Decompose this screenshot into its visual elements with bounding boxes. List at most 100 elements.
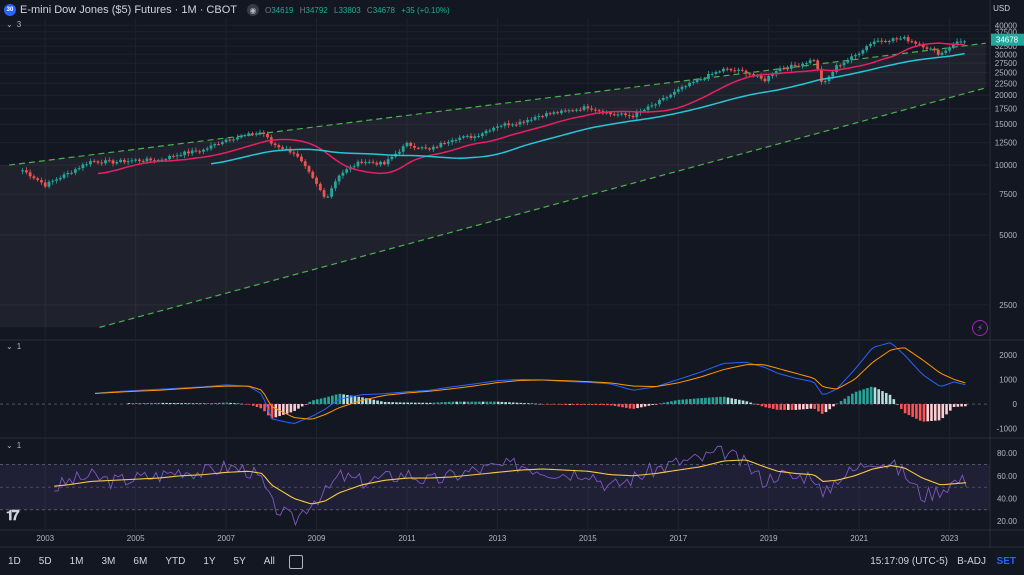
candle-body — [575, 109, 578, 111]
candle-body — [676, 89, 680, 92]
macd-histogram-bar — [353, 396, 357, 405]
lightning-icon[interactable]: ⚡ — [972, 320, 988, 336]
candle-body — [209, 145, 213, 149]
macd-histogram-bar — [835, 403, 839, 405]
candle-body — [680, 86, 684, 90]
timeframe-ytd[interactable]: YTD — [165, 556, 186, 567]
candle-body — [507, 123, 511, 126]
timeframe-5d[interactable]: 5D — [38, 556, 52, 567]
macd-histogram-bar — [734, 399, 737, 405]
candle-body — [661, 97, 665, 101]
channel-lower-line — [99, 87, 986, 328]
macd-histogram-bar — [707, 397, 711, 405]
candle-body — [24, 170, 28, 173]
candle-body — [884, 40, 887, 42]
macd-histogram-bar — [206, 403, 210, 405]
candle-body — [382, 161, 386, 165]
candle-body — [857, 53, 861, 56]
macd-histogram-bar — [617, 404, 621, 407]
macd-histogram-bar — [466, 401, 470, 405]
x-tick-label: 2017 — [669, 534, 687, 543]
candle-body — [831, 71, 835, 77]
settlement-toggle[interactable]: SET — [996, 556, 1016, 567]
macd-histogram-bar — [892, 399, 896, 405]
macd-histogram-bar — [922, 404, 926, 422]
timeframe-3m[interactable]: 3M — [101, 556, 116, 567]
candle-body — [330, 188, 333, 197]
macd-histogram-bar — [410, 402, 413, 405]
macd-histogram-bar — [711, 397, 715, 405]
macd-histogram-bar — [169, 403, 172, 405]
macd-histogram-bar — [794, 404, 798, 410]
candle-body — [96, 161, 100, 163]
candle-body — [333, 181, 337, 189]
candle-body — [563, 110, 567, 112]
candle-body — [111, 160, 115, 164]
macd-histogram-bar — [884, 392, 888, 405]
timeframe-1y[interactable]: 1Y — [203, 556, 216, 567]
adjustment-toggle[interactable]: B-ADJ — [957, 556, 986, 567]
macd-histogram-bar — [312, 400, 315, 405]
candle-body — [816, 60, 820, 69]
chevron-down-icon: ⌄ — [6, 441, 13, 450]
timeframe-1d[interactable]: 1D — [8, 556, 21, 567]
macd-histogram-bar — [628, 404, 632, 409]
candle-body — [43, 182, 47, 187]
timeframe-5y[interactable]: 5Y — [233, 556, 246, 567]
macd-histogram-bar — [643, 404, 647, 407]
candle-body — [217, 144, 220, 146]
candle-body — [710, 73, 714, 75]
macd-histogram-bar — [549, 404, 553, 405]
macd-tick-label: 2000 — [999, 351, 1017, 360]
currency-label[interactable]: USD — [993, 4, 1010, 13]
candle-body — [929, 48, 933, 50]
candle-body — [273, 143, 277, 146]
candle-body — [213, 144, 217, 146]
candle-body — [767, 75, 771, 82]
candle-body — [66, 172, 70, 175]
macd-histogram-bar — [142, 403, 146, 405]
candle-body — [318, 183, 322, 191]
candle-body — [801, 63, 805, 67]
rsi-pane-collapse[interactable]: ⌄ 1 — [6, 441, 22, 450]
main-pane-collapse[interactable]: ⌄ 3 — [6, 20, 22, 29]
candle-body — [300, 156, 303, 162]
timeframe-6m[interactable]: 6M — [133, 556, 148, 567]
symbol-title[interactable]: E-mini Dow Jones ($5) Futures · 1M · CBO… — [20, 4, 237, 16]
candle-body — [740, 69, 744, 71]
macd-histogram-bar — [745, 401, 749, 405]
macd-histogram-bar — [677, 399, 681, 405]
macd-histogram-bar — [587, 404, 590, 405]
candle-body — [665, 97, 669, 99]
candle-body — [315, 177, 318, 184]
timeframe-1m[interactable]: 1M — [69, 556, 84, 567]
candle-body — [658, 100, 661, 105]
candle-body — [503, 123, 507, 126]
eye-icon[interactable]: ◉ — [247, 4, 259, 16]
macd-histogram-bar — [391, 402, 394, 405]
timeframe-all[interactable]: All — [263, 556, 275, 567]
macd-histogram-bar — [907, 404, 911, 416]
candle-body — [514, 124, 518, 126]
last-price-tag — [991, 33, 1024, 46]
candle-body — [281, 147, 285, 149]
macd-histogram-bar — [824, 404, 828, 413]
candle-body — [81, 164, 85, 169]
candle-body — [691, 82, 695, 84]
macd-histogram-bar — [432, 402, 436, 405]
macd-histogram-bar — [218, 402, 221, 405]
macd-histogram-bar — [251, 404, 255, 406]
chart-canvas[interactable]: 2500500075001000012500150001750020000225… — [0, 0, 1024, 548]
macd-pane-collapse[interactable]: ⌄ 1 — [6, 342, 22, 351]
macd-histogram-bar — [888, 394, 892, 405]
macd-histogram-bar — [583, 404, 587, 405]
candle-body — [160, 159, 164, 161]
candle-body — [699, 79, 703, 81]
macd-histogram-bar — [658, 403, 662, 405]
macd-histogram-bar — [764, 404, 767, 408]
x-tick-label: 2019 — [760, 534, 778, 543]
candle-body — [164, 159, 168, 161]
macd-histogram-bar — [440, 402, 443, 405]
candle-body — [141, 160, 145, 162]
calendar-icon[interactable] — [288, 554, 303, 569]
